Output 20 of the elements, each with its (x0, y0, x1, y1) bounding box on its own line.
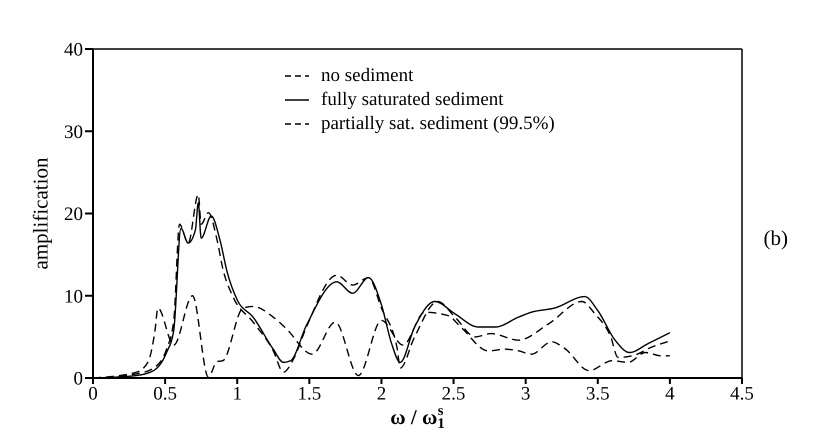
x-tick-label: 4 (665, 383, 676, 404)
text: (b) (764, 226, 788, 251)
x-tick-label: 0 (88, 383, 98, 404)
x-tick-label: 3.5 (586, 383, 610, 404)
y-tick-label: 40 (64, 40, 83, 61)
y-axis-title: amplification (28, 157, 52, 270)
x-tick-label: 4.5 (730, 383, 754, 404)
x-tick-label: 1.5 (297, 383, 322, 404)
legend-label: fully saturated sediment (321, 88, 504, 112)
y-tick-label: 30 (64, 122, 83, 143)
legend-label: partially sat. sediment (99.5%) (321, 112, 555, 136)
x-tick-label: 1 (232, 383, 242, 404)
x-tick-label: 3 (520, 383, 530, 404)
y-tick-label: 0 (74, 368, 83, 390)
x-tick-label: 2.5 (442, 383, 466, 404)
y-tick-label: 10 (64, 286, 83, 308)
legend-label: no sediment (321, 64, 414, 88)
x-tick-label: 2 (376, 383, 386, 404)
y-tick-label: 20 (64, 204, 83, 226)
x-tick-label: 0.5 (153, 383, 177, 404)
